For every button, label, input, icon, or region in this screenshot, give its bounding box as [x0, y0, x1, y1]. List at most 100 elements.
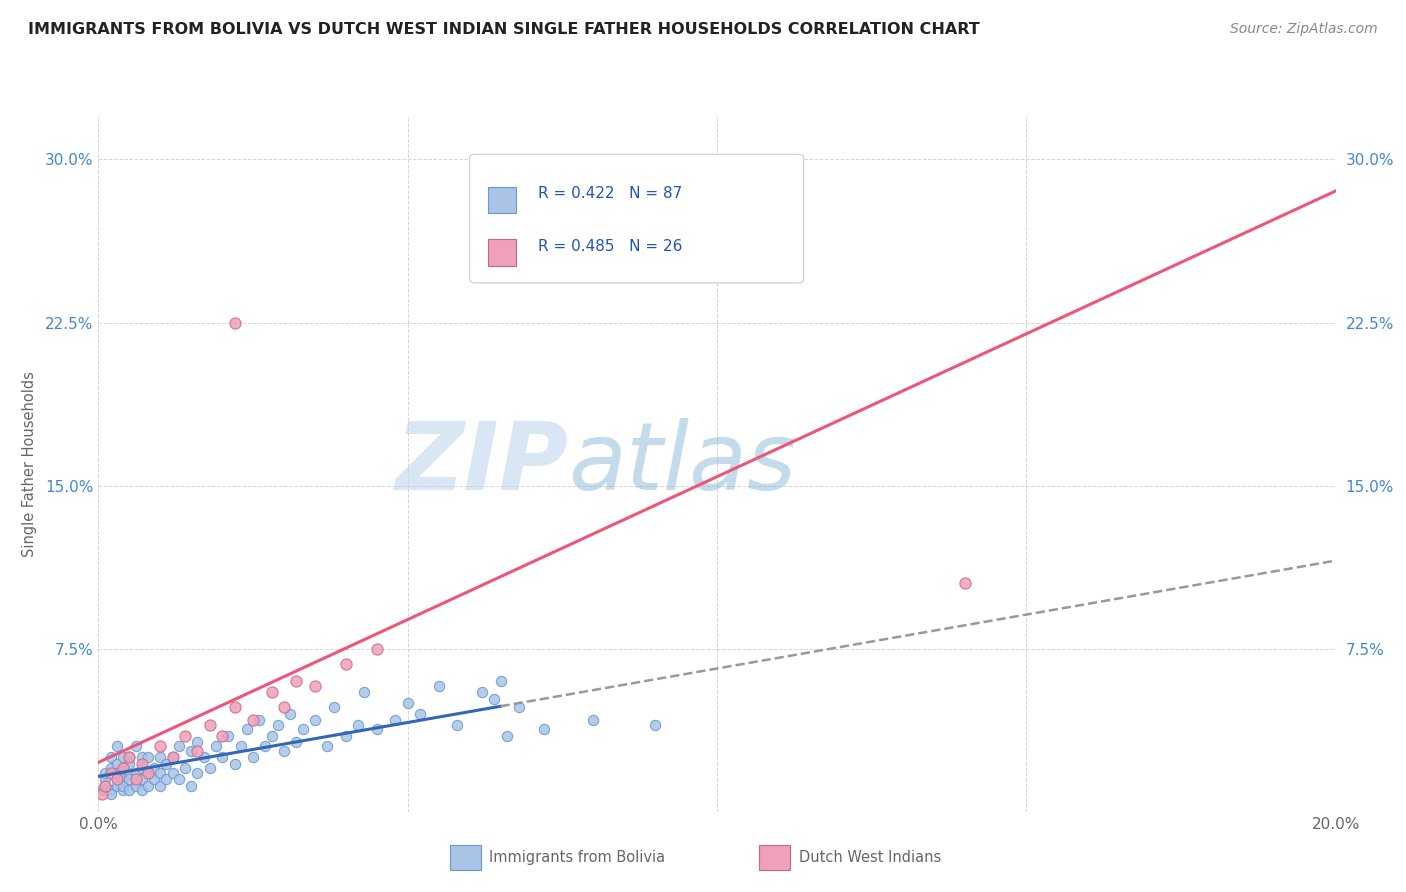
Point: [260, 685, 283, 699]
Point: [100, 761, 122, 775]
Point: [162, 750, 184, 764]
Point: [427, 679, 450, 693]
Text: R = 0.422   N = 87: R = 0.422 N = 87: [537, 186, 682, 202]
Point: [112, 783, 135, 797]
Point: [131, 783, 153, 797]
Point: [118, 772, 141, 786]
Point: [93, 779, 115, 793]
Point: [112, 772, 135, 786]
Point: [285, 674, 308, 689]
Point: [118, 783, 141, 797]
Point: [105, 772, 128, 786]
FancyBboxPatch shape: [488, 186, 516, 213]
Point: [322, 700, 344, 714]
Point: [267, 717, 290, 731]
Point: [100, 788, 122, 801]
Point: [409, 706, 432, 721]
Point: [105, 772, 128, 786]
Point: [131, 750, 153, 764]
Point: [273, 700, 295, 714]
Point: [112, 779, 135, 793]
Point: [198, 717, 221, 731]
Point: [278, 706, 301, 721]
Point: [304, 679, 326, 693]
Point: [484, 691, 506, 706]
Point: [143, 761, 166, 775]
Point: [260, 729, 283, 743]
Point: [304, 714, 326, 728]
Point: [124, 772, 146, 786]
Point: [105, 779, 128, 793]
Point: [180, 779, 202, 793]
Point: [582, 714, 605, 728]
Point: [211, 750, 233, 764]
Point: [105, 765, 128, 780]
Point: [198, 761, 221, 775]
Y-axis label: Single Father Households: Single Father Households: [21, 371, 37, 557]
Text: Dutch West Indians: Dutch West Indians: [799, 850, 941, 864]
Point: [644, 717, 666, 731]
Point: [136, 765, 159, 780]
Point: [162, 765, 184, 780]
Point: [224, 756, 246, 771]
Point: [112, 761, 135, 775]
Point: [149, 739, 172, 754]
Point: [211, 729, 233, 743]
Point: [224, 700, 246, 714]
Point: [131, 756, 153, 771]
Point: [112, 761, 135, 775]
FancyBboxPatch shape: [470, 154, 804, 283]
Point: [229, 739, 252, 754]
Point: [136, 779, 159, 793]
Point: [174, 729, 197, 743]
Point: [254, 739, 277, 754]
Point: [149, 750, 172, 764]
Point: [100, 783, 122, 797]
Point: [105, 739, 128, 754]
Text: ZIP: ZIP: [395, 417, 568, 510]
Point: [118, 756, 141, 771]
Point: [316, 739, 339, 754]
Point: [224, 316, 246, 330]
Point: [366, 722, 388, 736]
Point: [353, 685, 375, 699]
Point: [100, 750, 122, 764]
Point: [118, 765, 141, 780]
Point: [489, 674, 512, 689]
Point: [242, 714, 264, 728]
Point: [136, 765, 159, 780]
Point: [335, 729, 357, 743]
Text: Source: ZipAtlas.com: Source: ZipAtlas.com: [1230, 22, 1378, 37]
Point: [186, 765, 208, 780]
Point: [90, 788, 112, 801]
Point: [105, 756, 128, 771]
Point: [495, 729, 517, 743]
Point: [100, 765, 122, 780]
Point: [112, 750, 135, 764]
Point: [533, 722, 555, 736]
Point: [396, 696, 419, 710]
Point: [118, 750, 141, 764]
Text: atlas: atlas: [568, 418, 797, 509]
Point: [124, 739, 146, 754]
Point: [366, 641, 388, 656]
Point: [471, 685, 494, 699]
Point: [273, 744, 295, 758]
Text: R = 0.485   N = 26: R = 0.485 N = 26: [537, 239, 682, 254]
Point: [186, 735, 208, 749]
Point: [217, 729, 239, 743]
Point: [508, 700, 530, 714]
Point: [285, 735, 308, 749]
Point: [205, 739, 228, 754]
Point: [124, 772, 146, 786]
Point: [136, 750, 159, 764]
Point: [155, 772, 177, 786]
Point: [186, 744, 208, 758]
Point: [335, 657, 357, 671]
Point: [131, 761, 153, 775]
Point: [236, 722, 259, 736]
Point: [124, 765, 146, 780]
Text: Immigrants from Bolivia: Immigrants from Bolivia: [489, 850, 665, 864]
Point: [174, 761, 197, 775]
Point: [93, 779, 115, 793]
